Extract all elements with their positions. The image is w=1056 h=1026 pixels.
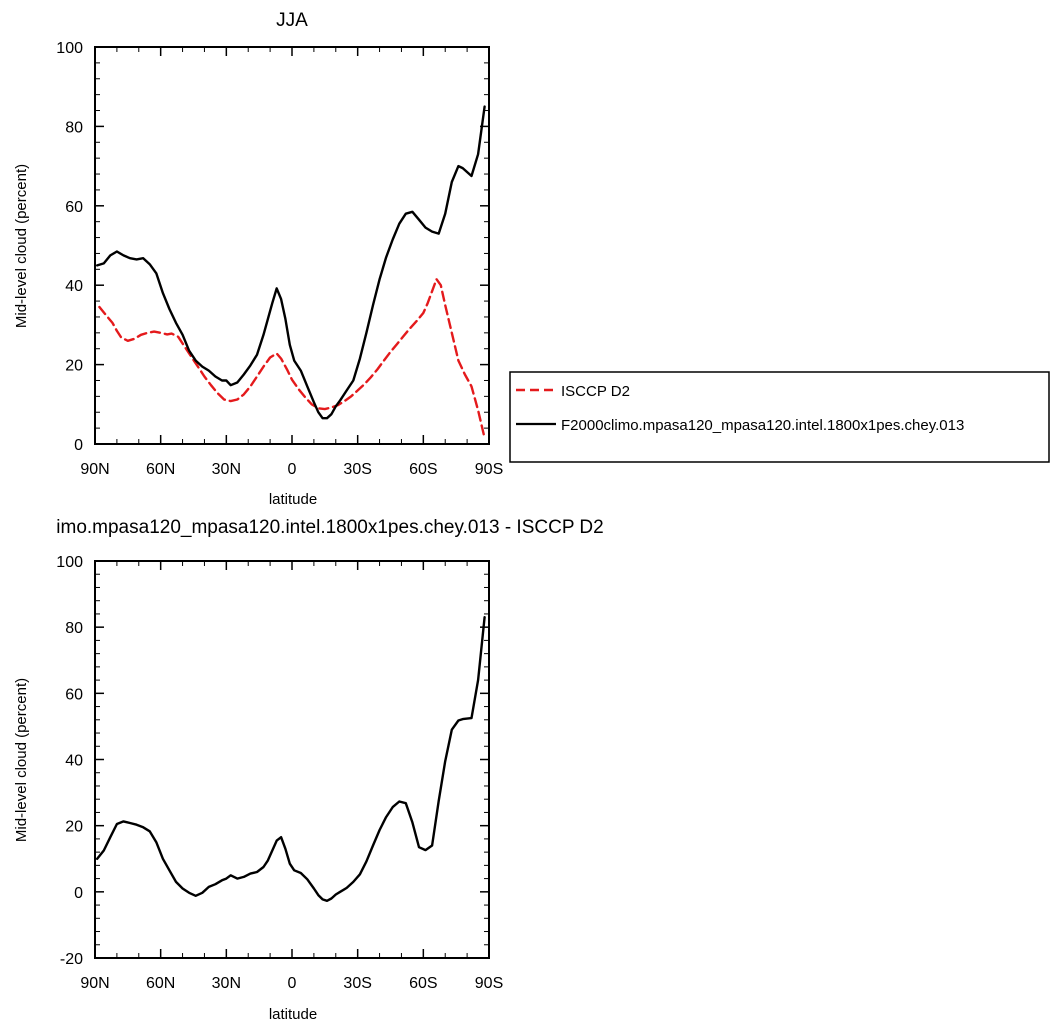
y-tick-label: 100 (56, 40, 83, 57)
y-tick-label: -20 (60, 951, 83, 968)
x-tick-label: 30S (343, 461, 371, 478)
x-tick-label: 90S (475, 461, 503, 478)
x-tick-label: 60N (146, 461, 175, 478)
bottom-x-axis-label: latitude (269, 1006, 317, 1023)
x-tick-label: 90N (80, 461, 109, 478)
y-tick-label: 40 (65, 753, 83, 770)
y-tick-label: 20 (65, 819, 83, 836)
x-tick-label: 30S (343, 975, 371, 992)
legend: ISCCP D2 F2000climo.mpasa120_mpasa120.in… (509, 371, 1050, 463)
legend-box (509, 371, 1050, 463)
bottom-panel: imo.mpasa120_mpasa120.intel.1800x1pes.ch… (13, 517, 604, 1023)
x-tick-label: 0 (288, 975, 297, 992)
bottom-chart-title: imo.mpasa120_mpasa120.intel.1800x1pes.ch… (56, 517, 603, 538)
legend-label-isccp: ISCCP D2 (561, 383, 630, 400)
y-tick-label: 60 (65, 199, 83, 216)
top-panel: JJA 0 20 40 60 80 100 90N 60N 30N 0 30S 60S 90S lati… (13, 10, 503, 508)
y-tick-label: 20 (65, 358, 83, 375)
y-tick-label: 80 (65, 119, 83, 136)
series-line-isccp-d2 (98, 278, 486, 440)
x-tick-label: 60S (409, 461, 437, 478)
top-plot-frame (94, 46, 490, 445)
bottom-y-axis-label: Mid-level cloud (percent) (13, 678, 30, 842)
x-tick-label: 30N (212, 975, 241, 992)
y-tick-label: 80 (65, 620, 83, 637)
x-tick-label: 60S (409, 975, 437, 992)
legend-label-model: F2000climo.mpasa120_mpasa120.intel.1800x… (561, 417, 964, 434)
bottom-tick-layer: -20 0 20 40 60 80 100 90N 60N 30N 0 30S 60S 90S (56, 554, 503, 992)
x-tick-label: 30N (212, 461, 241, 478)
x-tick-label: 90S (475, 975, 503, 992)
y-tick-label: 100 (56, 554, 83, 571)
y-tick-label: 0 (74, 885, 83, 902)
bottom-series-layer (95, 616, 486, 902)
top-chart-title: JJA (276, 10, 308, 31)
x-tick-label: 0 (288, 461, 297, 478)
bottom-plot-frame (94, 560, 490, 959)
x-tick-label: 60N (146, 975, 175, 992)
y-tick-label: 40 (65, 278, 83, 295)
y-tick-label: 60 (65, 686, 83, 703)
x-tick-label: 90N (80, 975, 109, 992)
series-line-model (95, 105, 486, 420)
top-x-axis-label: latitude (269, 491, 317, 508)
series-line-difference (95, 616, 486, 902)
top-series-layer (95, 105, 486, 440)
y-tick-label: 0 (74, 437, 83, 454)
top-y-axis-label: Mid-level cloud (percent) (13, 164, 30, 328)
top-tick-layer: 0 20 40 60 80 100 90N 60N 30N 0 30S 60S 90S (56, 40, 503, 478)
